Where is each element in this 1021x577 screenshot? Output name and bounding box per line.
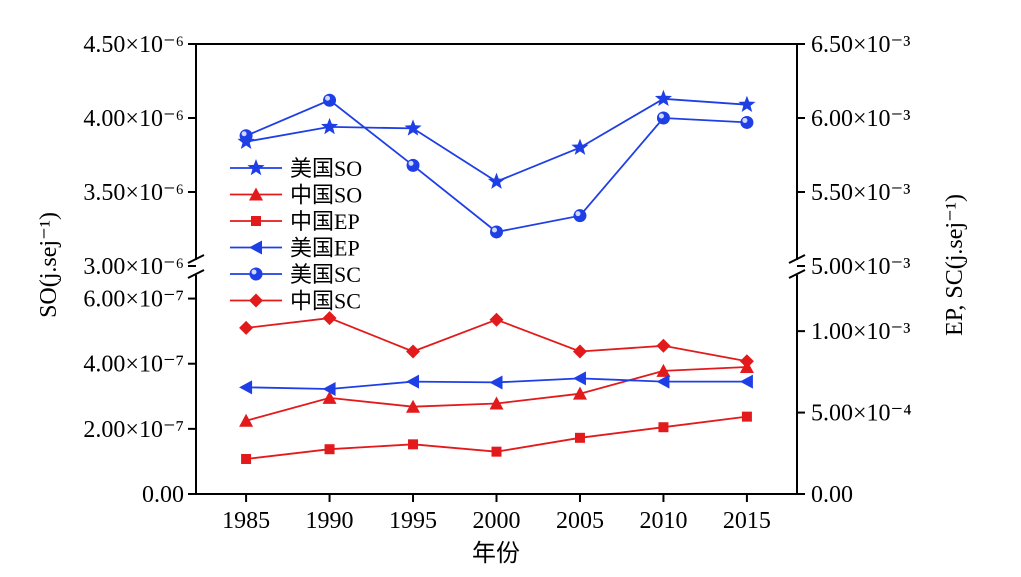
data-point — [239, 320, 254, 335]
data-point — [658, 422, 669, 433]
data-point — [408, 439, 419, 450]
data-point — [406, 158, 420, 172]
data-point — [489, 396, 504, 410]
series-3 — [239, 371, 753, 396]
data-point — [323, 93, 337, 107]
left-y-tick-label: 6.00×10⁻⁷ — [83, 287, 184, 313]
data-point — [490, 225, 503, 239]
series-5 — [239, 311, 754, 369]
series-1 — [239, 359, 754, 427]
data-point — [573, 209, 587, 223]
right-y-tick-label: 5.50×10⁻³ — [811, 180, 910, 206]
data-point — [572, 344, 587, 359]
left-y-tick-label: 4.00×10⁻⁷ — [83, 352, 184, 378]
series-layer — [237, 89, 756, 464]
x-tick-label: 2000 — [473, 508, 521, 534]
left-y-tick-label: 0.00 — [142, 482, 184, 508]
data-point — [739, 354, 754, 369]
data-point — [571, 138, 589, 155]
data-point — [574, 432, 585, 443]
left-y-tick-label: 4.50×10⁻⁶ — [83, 32, 184, 58]
data-point — [489, 312, 504, 327]
left-y-axis-title: SO(j.sej⁻¹) — [36, 212, 62, 318]
data-point — [241, 453, 252, 464]
legend-marker — [249, 293, 263, 308]
data-point — [656, 363, 671, 377]
right-y-tick-label: 5.00×10⁻³ — [811, 254, 910, 280]
data-point — [239, 380, 253, 395]
data-point — [572, 371, 586, 386]
data-point — [572, 386, 587, 400]
series-line — [245, 366, 747, 422]
right-y-axis-title: EP, SC(j.sej⁻¹) — [942, 194, 968, 336]
right-y-tick-label: 0.00 — [811, 482, 853, 508]
x-axis-title: 年份 — [472, 540, 520, 567]
legend-marker — [249, 187, 263, 201]
legend-label: 中国SC — [290, 289, 361, 314]
x-tick-label: 2010 — [639, 508, 687, 534]
data-point — [321, 117, 339, 135]
data-point — [406, 374, 420, 389]
legend-label: 美国SO — [290, 156, 362, 181]
legend-marker — [249, 267, 263, 281]
legend-label: 美国EP — [290, 236, 360, 261]
right-y-tick-label: 6.50×10⁻³ — [811, 32, 910, 58]
right-axis-break — [788, 254, 806, 279]
data-point — [654, 89, 672, 106]
data-point — [239, 129, 253, 143]
data-point — [404, 119, 422, 136]
legend-item: 美国SO — [230, 156, 362, 181]
left-axis-break — [187, 254, 205, 279]
data-point — [656, 374, 670, 389]
x-tick-label: 1995 — [389, 508, 437, 534]
right-y-tick-label: 1.00×10⁻³ — [811, 319, 910, 345]
data-point — [324, 444, 335, 455]
data-point — [322, 381, 336, 396]
axes: 1985 1990 1995 2000 2005 2010 2015 3.00×10⁻⁶ 3.5… — [83, 32, 911, 534]
data-point — [741, 411, 752, 422]
left-y-tick-label: 2.00×10⁻⁷ — [83, 417, 184, 443]
data-point — [322, 390, 337, 404]
legend-marker — [249, 240, 262, 255]
data-point — [239, 413, 254, 427]
data-point — [406, 399, 421, 413]
data-point — [322, 311, 337, 326]
series-4 — [239, 93, 754, 239]
data-point — [491, 446, 502, 457]
left-y-tick-label: 3.00×10⁻⁶ — [83, 254, 184, 280]
data-point — [406, 344, 421, 359]
legend-item: 中国SO — [230, 183, 362, 208]
right-y-tick-label: 6.00×10⁻³ — [811, 106, 910, 132]
x-tick-label: 1990 — [306, 508, 354, 534]
data-point — [489, 375, 503, 390]
left-y-tick-label: 4.00×10⁻⁶ — [83, 106, 184, 132]
legend-label: 美国SC — [290, 262, 361, 287]
left-y-tick-label: 3.50×10⁻⁶ — [83, 180, 184, 206]
data-point — [656, 111, 670, 125]
right-y-tick-label: 5.00×10⁻⁴ — [811, 401, 912, 427]
series-2 — [241, 411, 752, 464]
data-point — [739, 374, 753, 389]
legend-label: 中国EP — [290, 209, 360, 234]
data-point — [738, 95, 756, 112]
legend-marker — [251, 216, 261, 226]
data-point — [487, 172, 506, 189]
legend-label: 中国SO — [290, 183, 362, 208]
x-tick-label: 1985 — [222, 508, 270, 534]
x-tick-label: 2005 — [556, 508, 604, 534]
legend-item: 美国EP — [230, 236, 360, 261]
legend-marker — [247, 159, 265, 176]
legend-item: 中国EP — [230, 209, 360, 234]
data-point — [740, 115, 754, 129]
legend-item: 中国SC — [230, 289, 361, 314]
x-tick-label: 2015 — [723, 508, 771, 534]
data-point — [656, 338, 671, 353]
legend-item: 美国SC — [230, 262, 361, 287]
